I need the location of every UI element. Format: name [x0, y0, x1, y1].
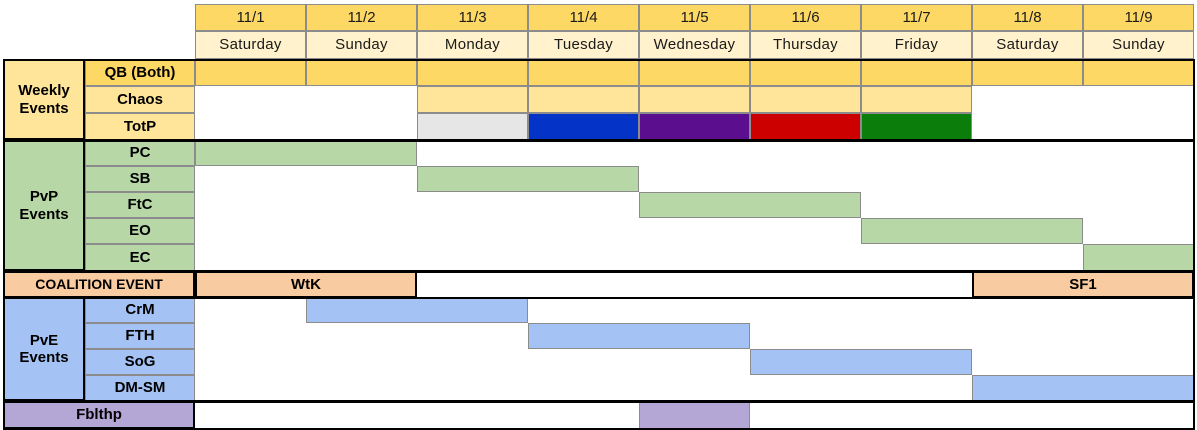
row-label-ec: EC	[85, 244, 195, 271]
date-header: 11/1	[195, 4, 306, 31]
row-label-sb: SB	[85, 166, 195, 192]
sf1-event-bar: SF1	[972, 271, 1194, 298]
day-header: Saturday	[972, 31, 1083, 59]
group-weekly-events: Weekly Events	[3, 59, 85, 140]
chaos-day-cell	[861, 86, 972, 113]
crm-event-bar	[306, 297, 528, 323]
row-label-crm: CrM	[85, 297, 195, 323]
pc-event-bar	[195, 140, 417, 166]
qb-day-cell	[528, 59, 639, 86]
row-label-ftc: FtC	[85, 192, 195, 218]
day-header: Saturday	[195, 31, 306, 59]
dmsm-event-bar	[972, 375, 1194, 401]
chaos-day-cell	[417, 86, 528, 113]
day-header: Wednesday	[639, 31, 750, 59]
sb-event-bar	[417, 166, 639, 192]
chaos-day-cell	[639, 86, 750, 113]
row-label-totp: TotP	[85, 113, 195, 140]
qb-day-cell	[972, 59, 1083, 86]
totp-day-cell	[639, 113, 750, 140]
date-header: 11/3	[417, 4, 528, 31]
day-header: Thursday	[750, 31, 861, 59]
qb-day-cell	[195, 59, 306, 86]
totp-day-cell	[417, 113, 528, 140]
fblthp-event-bar	[639, 401, 750, 429]
date-header: 11/9	[1083, 4, 1194, 31]
day-header: Friday	[861, 31, 972, 59]
qb-day-cell	[750, 59, 861, 86]
qb-day-cell	[306, 59, 417, 86]
row-label-fblthp: Fblthp	[3, 401, 195, 429]
row-label-sog: SoG	[85, 349, 195, 375]
date-header: 11/2	[306, 4, 417, 31]
date-header: 11/4	[528, 4, 639, 31]
group-pve-events: PvE Events	[3, 297, 85, 401]
sog-event-bar	[750, 349, 972, 375]
totp-day-cell	[528, 113, 639, 140]
chaos-day-cell	[750, 86, 861, 113]
date-header: 11/8	[972, 4, 1083, 31]
row-label-pc: PC	[85, 140, 195, 166]
date-header: 11/6	[750, 4, 861, 31]
chaos-day-cell	[528, 86, 639, 113]
row-label-qb: QB (Both)	[85, 59, 195, 86]
eo-event-bar	[861, 218, 1083, 244]
ec-event-bar	[1083, 244, 1194, 271]
ftc-event-bar	[639, 192, 861, 218]
row-label-dmsm: DM-SM	[85, 375, 195, 401]
day-header: Monday	[417, 31, 528, 59]
date-header: 11/5	[639, 4, 750, 31]
date-header: 11/7	[861, 4, 972, 31]
qb-day-cell	[1083, 59, 1194, 86]
day-header: Tuesday	[528, 31, 639, 59]
day-header: Sunday	[306, 31, 417, 59]
wtk-event-bar: WtK	[195, 271, 417, 298]
row-label-fth: FTH	[85, 323, 195, 349]
totp-day-cell	[861, 113, 972, 140]
qb-day-cell	[417, 59, 528, 86]
group-pvp-events: PvP Events	[3, 140, 85, 271]
day-header: Sunday	[1083, 31, 1194, 59]
qb-day-cell	[861, 59, 972, 86]
fth-event-bar	[528, 323, 750, 349]
row-label-eo: EO	[85, 218, 195, 244]
row-label-coalition: COALITION EVENT	[3, 271, 195, 298]
row-label-chaos: Chaos	[85, 86, 195, 113]
totp-day-cell	[750, 113, 861, 140]
qb-day-cell	[639, 59, 750, 86]
